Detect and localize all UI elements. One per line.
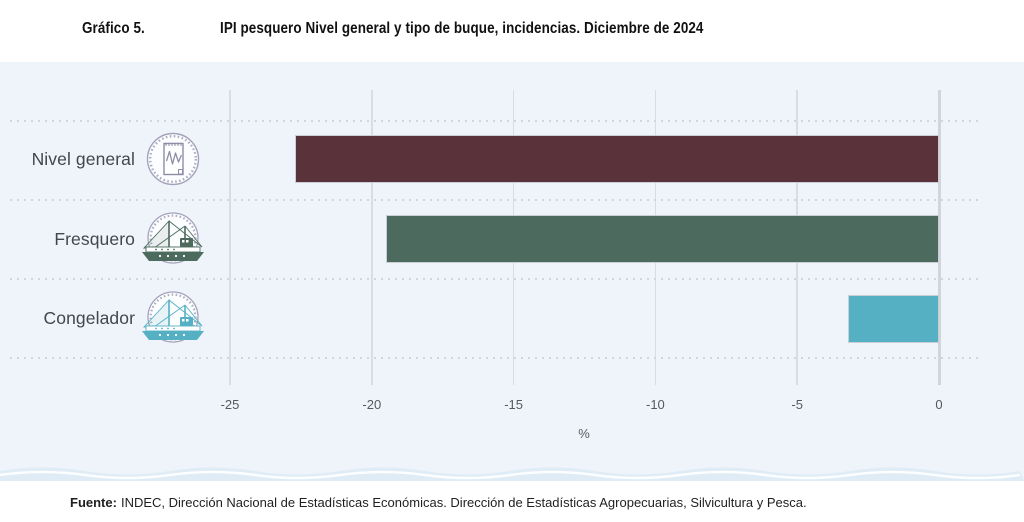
source-label: Fuente: — [70, 495, 117, 510]
category-label: Fresquero — [54, 228, 135, 249]
category-row-fresquero: Fresquero — [0, 210, 208, 268]
row-separator — [10, 199, 983, 201]
water-waves-decoration — [0, 463, 1024, 481]
chart-title: IPI pesquero Nivel general y tipo de buq… — [220, 20, 704, 37]
x-axis-label: % — [578, 426, 590, 441]
gridline-v — [229, 90, 231, 385]
category-label: Congelador — [43, 307, 135, 328]
line-chart-stamp-icon — [140, 130, 206, 188]
bar-fresquero — [385, 215, 939, 263]
source-text: INDEC, Dirección Nacional de Estadística… — [120, 495, 807, 510]
x-tick-label: -25 — [220, 397, 240, 412]
fishing-boat-green-icon — [140, 210, 206, 268]
figure-number: Gráfico 5. — [82, 20, 145, 37]
row-separator — [10, 357, 983, 359]
bar-congelador — [848, 295, 939, 343]
gridline-v — [371, 90, 373, 385]
row-separator — [10, 278, 983, 280]
category-row-nivel-general: Nivel general — [0, 130, 208, 188]
source-note: Fuente: INDEC, Dirección Nacional de Esta… — [70, 495, 807, 510]
chart-plot-area: Nivel general Fresquero — [0, 62, 1024, 481]
x-tick-label: -5 — [791, 397, 803, 412]
zero-axis-line — [937, 90, 941, 385]
category-row-congelador: Congelador — [0, 289, 208, 347]
x-tick-label: -20 — [362, 397, 382, 412]
chart-header: Gráfico 5. IPI pesquero Nivel general y … — [0, 0, 1024, 62]
row-separator — [10, 120, 983, 122]
x-tick-label: -10 — [645, 397, 665, 412]
fishing-boat-teal-icon — [140, 289, 206, 347]
x-tick-label: 0 — [935, 397, 943, 412]
x-tick-label: -15 — [504, 397, 523, 412]
category-label: Nivel general — [31, 148, 135, 169]
bar-nivel-general — [295, 135, 939, 183]
